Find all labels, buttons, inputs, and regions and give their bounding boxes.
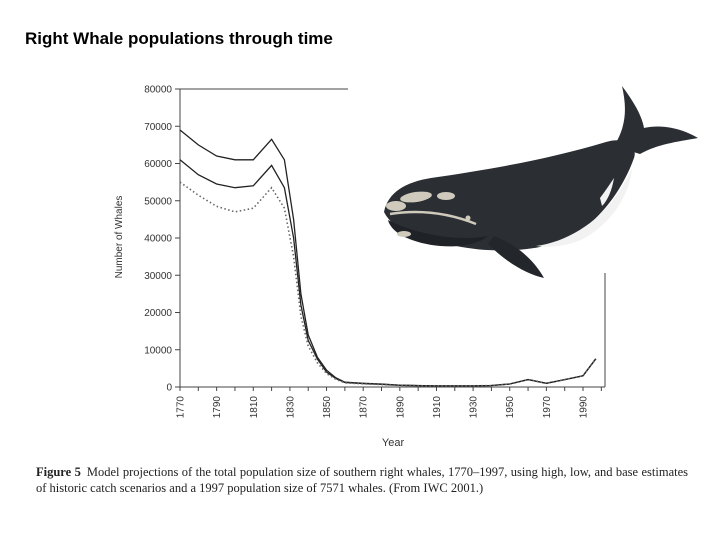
x-tick-label: 1930 bbox=[469, 396, 480, 419]
whale-callosity bbox=[400, 191, 432, 203]
whale-callosity bbox=[397, 231, 411, 237]
y-axis-ticks: 80000 70000 60000 50000 40000 30000 20000 10000… bbox=[144, 85, 180, 394]
x-tick-label: 1910 bbox=[432, 396, 443, 419]
figure-caption-text: Model projections of the total populatio… bbox=[36, 465, 688, 495]
figure-caption-label: Figure 5 bbox=[36, 465, 81, 479]
x-axis-label: Year bbox=[382, 437, 405, 449]
chart-series bbox=[179, 129, 597, 387]
x-tick-label: 1990 bbox=[579, 396, 590, 419]
x-tick-label: 1950 bbox=[505, 396, 516, 419]
y-tick-label: 70000 bbox=[144, 122, 172, 133]
series-line-3 bbox=[179, 181, 597, 387]
y-tick-label: 30000 bbox=[144, 271, 172, 282]
y-tick-label: 10000 bbox=[144, 345, 172, 356]
whale-white-patch bbox=[600, 178, 614, 206]
whale-belly bbox=[536, 168, 632, 247]
y-tick-label: 60000 bbox=[144, 159, 172, 170]
whale-callosity bbox=[386, 201, 406, 211]
x-axis-ticks: 1770 1790 1810 1830 1850 1870 1890 1910 1930 1950… bbox=[176, 387, 602, 418]
y-axis-label: Number of Whales bbox=[114, 196, 125, 279]
x-tick-label: 1810 bbox=[249, 396, 260, 419]
y-tick-label: 0 bbox=[166, 383, 172, 394]
whale-pectoral-fin bbox=[488, 236, 544, 278]
x-tick-label: 1770 bbox=[176, 396, 187, 419]
y-tick-label: 40000 bbox=[144, 234, 172, 245]
x-tick-label: 1890 bbox=[395, 396, 406, 419]
y-tick-label: 50000 bbox=[144, 196, 172, 207]
population-chart: 80000 70000 60000 50000 40000 30000 20000 10000… bbox=[114, 85, 606, 449]
page-title: Right Whale populations through time bbox=[25, 29, 333, 48]
figure-caption: Figure 5 Model projections of the total p… bbox=[36, 464, 688, 496]
whale-eye bbox=[465, 215, 471, 221]
x-tick-label: 1830 bbox=[285, 396, 296, 419]
whale-body bbox=[384, 140, 635, 251]
right-whale-illustration bbox=[384, 86, 698, 278]
x-tick-label: 1970 bbox=[542, 396, 553, 419]
y-tick-label: 20000 bbox=[144, 308, 172, 319]
whale-jaw bbox=[388, 220, 488, 247]
x-tick-label: 1850 bbox=[322, 396, 333, 419]
x-tick-label: 1870 bbox=[359, 396, 370, 419]
whale-mouth-line bbox=[389, 210, 477, 226]
y-tick-label: 80000 bbox=[144, 85, 172, 96]
whale-tail-fluke bbox=[614, 86, 698, 154]
x-tick-label: 1790 bbox=[212, 396, 223, 419]
whale-callosity bbox=[437, 192, 455, 200]
